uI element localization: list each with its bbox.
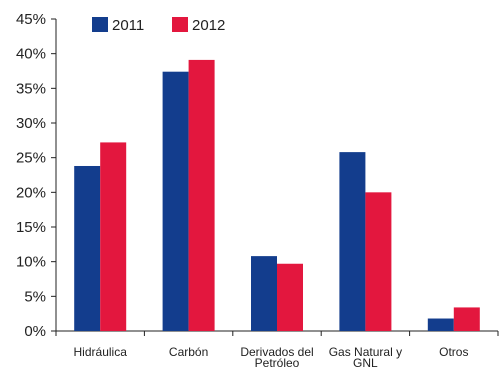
legend-label-2011: 2011 <box>112 17 144 34</box>
bars <box>74 60 480 331</box>
y-tick-label: 30% <box>16 115 46 132</box>
y-tick-label: 20% <box>16 184 46 201</box>
y-tick-label: 10% <box>16 254 46 271</box>
bar-2011 <box>428 319 454 331</box>
y-axis-ticks: 0% 5% 10% 15% 20% 25% 30% 35% 40% 45% <box>16 11 56 340</box>
x-category-label: Hidráulica <box>74 345 128 359</box>
x-category-label: Carbón <box>169 345 208 359</box>
x-category-label-line: GNL <box>353 356 378 370</box>
y-tick-label: 15% <box>16 219 46 236</box>
x-category-label-line: Otros <box>439 345 468 359</box>
y-tick-label: 25% <box>16 150 46 167</box>
bar-2012 <box>277 264 303 331</box>
bar-2011 <box>251 256 277 331</box>
x-category-label-line: Carbón <box>169 345 208 359</box>
bar-2012 <box>454 307 480 331</box>
bar-2012 <box>365 192 391 331</box>
bar-2012 <box>189 60 215 331</box>
y-tick-label: 0% <box>24 323 46 340</box>
bar-2011 <box>163 72 189 331</box>
x-axis-labels: Hidráulica Carbón Derivados del Petróleo Gas… <box>74 345 469 370</box>
x-category-label-line: Hidráulica <box>74 345 128 359</box>
y-tick-label: 45% <box>16 11 46 28</box>
y-tick-label: 35% <box>16 80 46 97</box>
bar-2011 <box>74 166 100 331</box>
x-category-label: Otros <box>439 345 468 359</box>
y-tick-label: 5% <box>24 288 46 305</box>
bar-2012 <box>100 142 126 331</box>
x-category-label: Gas Natural y GNL <box>329 345 402 370</box>
x-category-label-line: Petróleo <box>255 356 300 370</box>
bar-2011 <box>339 152 365 331</box>
legend-swatch-2012 <box>172 17 188 32</box>
x-category-label: Derivados del Petróleo <box>240 345 313 370</box>
legend-label-2012: 2012 <box>192 17 225 34</box>
legend: 2011 2012 <box>92 17 225 34</box>
y-tick-label: 40% <box>16 46 46 63</box>
legend-swatch-2011 <box>92 17 108 32</box>
